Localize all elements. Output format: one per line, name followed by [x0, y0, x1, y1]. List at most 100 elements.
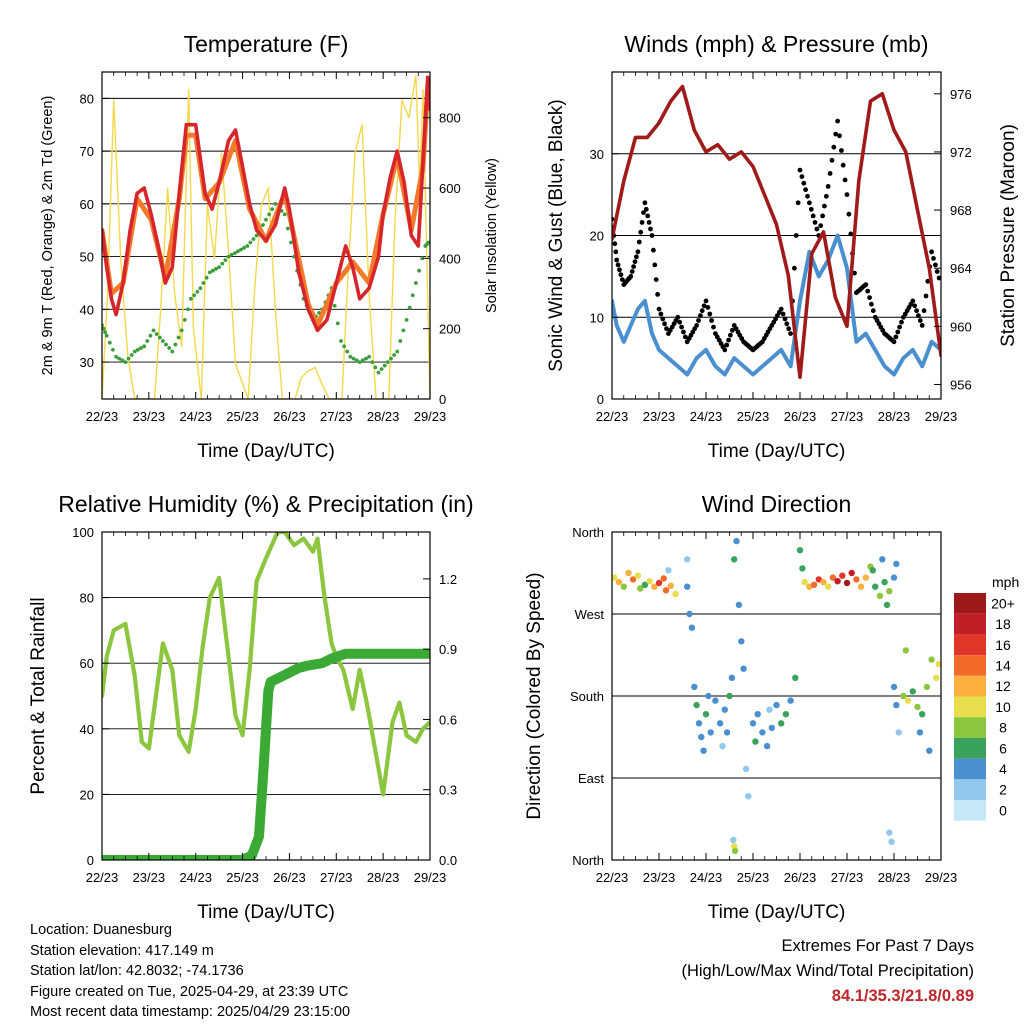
direction-point: [705, 692, 712, 700]
direction-point: [721, 706, 728, 713]
dewpoint-point: [114, 354, 118, 359]
gust-point: [801, 180, 807, 186]
x-tick-label: 23/23: [133, 409, 166, 424]
direction-point: [853, 576, 860, 583]
gust-point: [679, 324, 684, 330]
direction-point: [740, 665, 747, 672]
chart-title: Winds (mph) & Pressure (mb): [624, 31, 928, 57]
y-tick-label: 30: [590, 147, 604, 162]
y-tick-label: 40: [80, 302, 94, 317]
dewpoint-point: [364, 356, 368, 361]
gust-point: [694, 323, 699, 328]
dewpoint-point: [220, 261, 225, 266]
plot-border: [611, 531, 942, 861]
dewpoint-point: [261, 223, 265, 227]
gust-point: [910, 298, 916, 304]
legend-swatch: [954, 634, 986, 656]
gust-point: [681, 329, 686, 335]
direction-point: [707, 729, 714, 736]
extremes-subtitle: (High/Low/Max Wind/Total Precipitation): [681, 962, 974, 980]
x-axis-label: Time (Day/UTC): [197, 902, 335, 923]
station-location: Location: Duanesburg: [30, 922, 172, 938]
sonic-wind-series: [612, 233, 941, 377]
dewpoint-point: [267, 212, 271, 217]
wind-direction-panel: Wind Direction 22/23 23/23 24/23 25/23 26/23 2…: [524, 491, 957, 923]
dewpoint-point: [376, 370, 381, 375]
y-tick-label: 0: [597, 392, 604, 407]
x-tick-label: 24/23: [179, 409, 212, 424]
legend-label: 6: [999, 740, 1007, 756]
x-tick-label: 25/23: [737, 870, 770, 885]
x-tick-label: 24/23: [179, 870, 212, 885]
y-right-tick-label: 964: [950, 261, 972, 276]
direction-point: [888, 838, 895, 845]
direction-point: [886, 588, 893, 595]
direction-point: [688, 624, 696, 631]
gust-point: [869, 301, 874, 307]
legend-label: 8: [999, 720, 1007, 736]
legend-swatch: [954, 613, 986, 635]
legend-label: 14: [995, 657, 1011, 673]
dewpoint-point: [154, 332, 159, 336]
plot-border: [101, 71, 431, 400]
direction-point: [726, 692, 733, 700]
dewpoint-point: [204, 275, 209, 280]
x-tick-label: 28/23: [878, 409, 911, 424]
dewpoint-point: [214, 267, 218, 271]
chart-title: Relative Humidity (%) & Precipitation (i…: [58, 491, 473, 517]
x-tick-label: 24/23: [690, 870, 723, 885]
dewpoint-point: [410, 293, 415, 298]
gust-point: [629, 269, 635, 274]
direction-point: [893, 560, 900, 568]
direction-point: [686, 610, 693, 618]
gust-point: [795, 200, 801, 206]
x-tick-label: 27/23: [320, 409, 353, 424]
gust-point: [822, 203, 827, 209]
gust-point: [921, 308, 927, 314]
gust-point: [635, 249, 641, 255]
direction-point: [926, 747, 933, 754]
direction-point: [796, 547, 804, 554]
gust-point: [652, 262, 658, 268]
direction-point: [716, 720, 724, 727]
gust-point: [705, 305, 711, 310]
dewpoint-point: [129, 353, 134, 357]
dewpoint-point: [398, 339, 403, 343]
y-tick-label: 80: [80, 591, 94, 606]
gust-point: [792, 265, 797, 271]
plot-border: [101, 531, 431, 861]
x-tick-label: 27/23: [320, 870, 353, 885]
direction-point: [615, 578, 623, 586]
y-tick-label: 40: [80, 722, 94, 737]
gust-point: [863, 282, 869, 287]
dewpoint-point: [282, 212, 287, 217]
direction-point: [914, 703, 921, 711]
direction-point: [742, 765, 750, 773]
chart-title: Wind Direction: [702, 491, 852, 517]
precip-series: [102, 648, 430, 860]
dewpoint-point: [192, 293, 197, 298]
speed-color-legend: mph 20+ 18 16 14 12 10 8 6 4 2 0: [954, 574, 1019, 821]
dewpoint-point: [164, 342, 168, 347]
direction-point: [662, 587, 670, 594]
gust-point: [823, 193, 829, 199]
direction-point: [909, 688, 916, 695]
gust-point: [784, 321, 790, 327]
gust-point: [870, 308, 876, 314]
gust-point: [664, 326, 669, 332]
dewpoint-point: [136, 347, 140, 352]
gust-point: [711, 324, 716, 330]
direction-point: [700, 747, 707, 754]
extremes-title: Extremes For Past 7 Days: [781, 937, 974, 955]
direction-point: [895, 729, 902, 736]
direction-point: [620, 583, 627, 590]
direction-point: [745, 793, 752, 800]
x-tick-label: 29/23: [414, 870, 447, 885]
plot-area: [612, 537, 941, 855]
gust-point: [829, 157, 835, 163]
x-tick-label: 26/23: [273, 409, 306, 424]
dewpoint-point: [273, 202, 278, 206]
gust-point: [660, 316, 666, 322]
direction-point: [723, 729, 731, 736]
temp-9m-series: [102, 85, 430, 328]
